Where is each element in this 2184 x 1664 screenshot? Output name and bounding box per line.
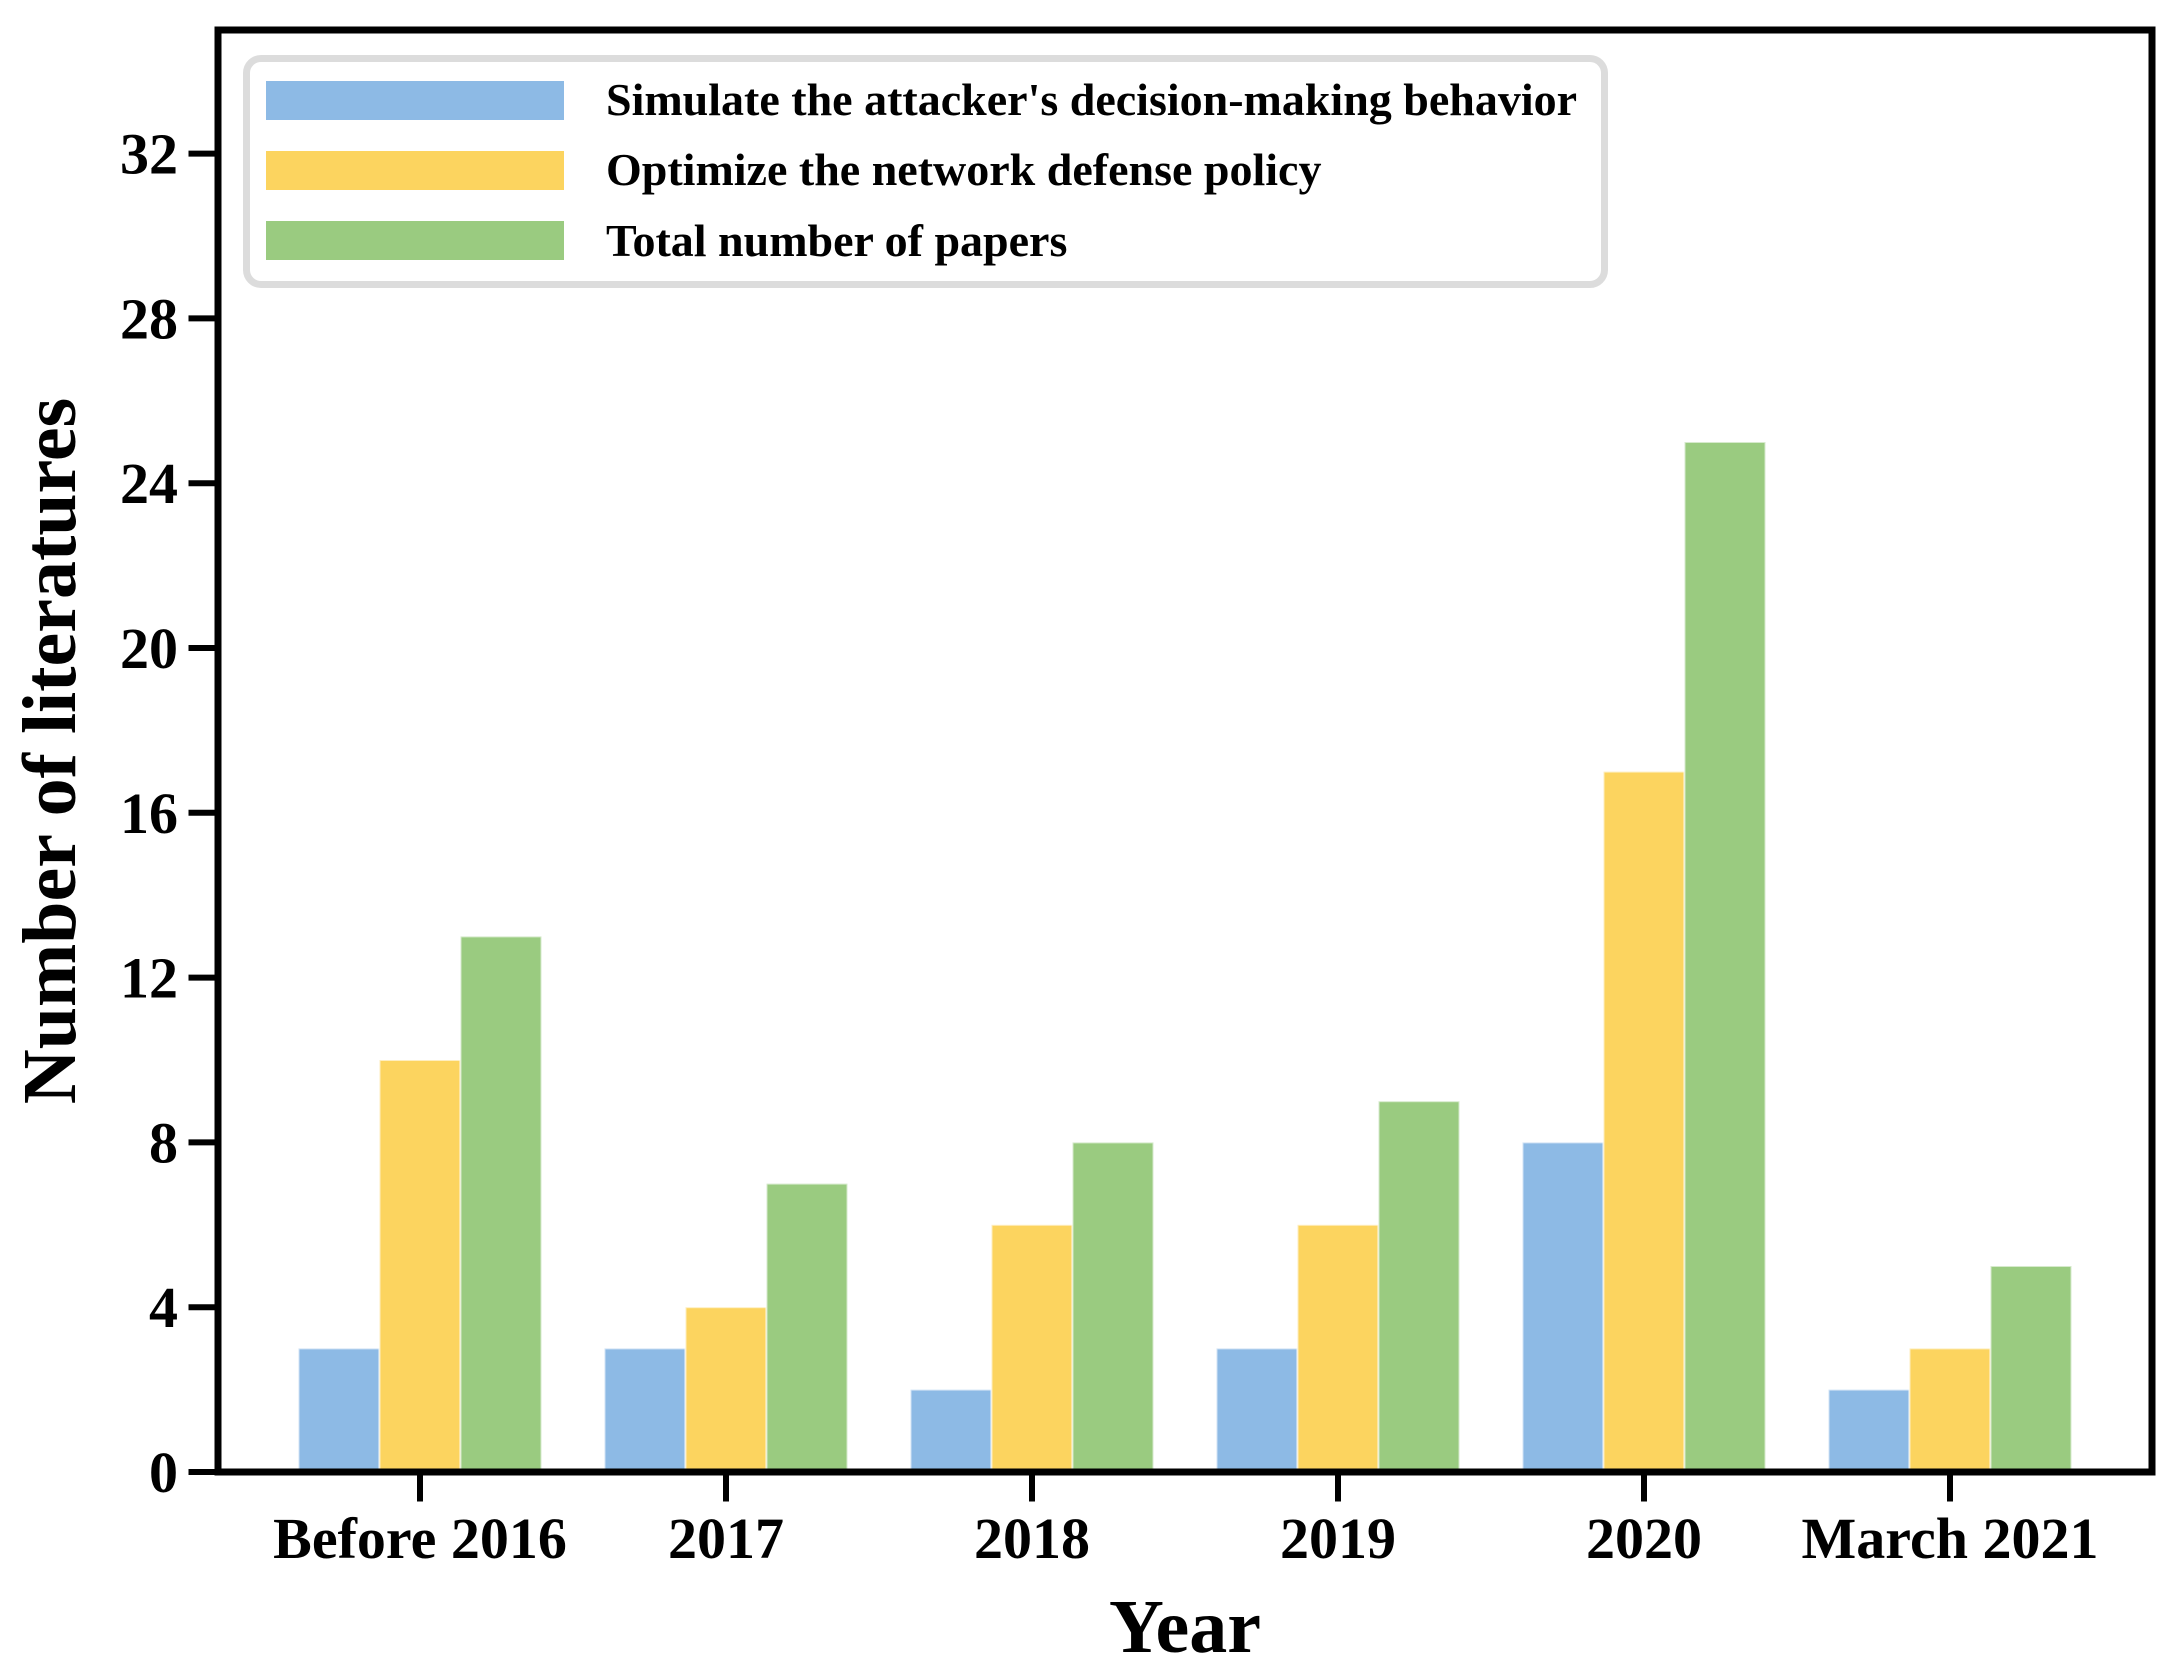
legend-row: Total number of papers xyxy=(264,214,1577,266)
legend-swatch-green xyxy=(264,219,566,263)
bar-series2-cat3 xyxy=(1377,1100,1461,1473)
bar-series1-cat0 xyxy=(378,1059,462,1473)
bar-series1-cat5 xyxy=(1908,1347,1992,1474)
y-tick-label: 4 xyxy=(149,1275,178,1340)
y-tick-label: 16 xyxy=(120,781,178,846)
x-tick-label: Before 2016 xyxy=(273,1506,567,1571)
bars-layer xyxy=(297,441,2073,1474)
y-tick-label: 32 xyxy=(120,122,178,187)
legend-label: Optimize the network defense policy xyxy=(606,144,1322,196)
x-tick-label: 2018 xyxy=(974,1506,1090,1571)
bar-series2-cat2 xyxy=(1071,1141,1155,1474)
bar-series2-cat4 xyxy=(1683,441,1767,1473)
y-tick-label: 24 xyxy=(120,451,178,516)
legend-label: Simulate the attacker's decision-making … xyxy=(606,74,1578,125)
bar-series2-cat5 xyxy=(1989,1265,2073,1473)
y-tick-label: 8 xyxy=(149,1110,178,1175)
y-tick-label: 20 xyxy=(120,616,178,681)
y-tick-label: 0 xyxy=(149,1440,178,1505)
y-tick-label: 28 xyxy=(120,286,178,351)
plot-frame xyxy=(214,26,2156,1476)
legend-swatch-blue xyxy=(264,78,566,122)
bar-series0-cat5 xyxy=(1827,1388,1911,1473)
bar-series0-cat0 xyxy=(297,1347,381,1474)
legend-row: Optimize the network defense policy xyxy=(264,144,1577,196)
bar-series1-cat2 xyxy=(990,1223,1074,1474)
legend-label: Total number of papers xyxy=(606,214,1068,266)
y-tick-label: 12 xyxy=(120,946,178,1011)
bar-series2-cat1 xyxy=(765,1182,849,1473)
bar-series1-cat4 xyxy=(1602,770,1686,1473)
x-axis-title: Year xyxy=(1109,1585,1261,1664)
legend-swatch-yellow xyxy=(264,148,566,192)
bar-series0-cat2 xyxy=(909,1388,993,1473)
bar-series0-cat3 xyxy=(1215,1347,1299,1474)
bar-series1-cat3 xyxy=(1296,1223,1380,1474)
bar-series2-cat0 xyxy=(459,935,543,1473)
legend: Simulate the attacker's decision-making … xyxy=(243,55,1609,288)
bar-series0-cat4 xyxy=(1521,1141,1605,1474)
x-tick-label: 2020 xyxy=(1586,1506,1702,1571)
x-tick-label: 2019 xyxy=(1280,1506,1396,1571)
x-tick-label: March 2021 xyxy=(1802,1506,2099,1571)
bar-series0-cat1 xyxy=(603,1347,687,1474)
x-tick-label: 2017 xyxy=(668,1506,784,1571)
axes-layer: 0 4 8 12 16 20 24 28 32 Before 2016 2017 2018 2019 20… xyxy=(120,26,2156,1571)
y-axis-title: Number of literatures xyxy=(8,398,92,1104)
bar-series1-cat1 xyxy=(684,1306,768,1473)
legend-row: Simulate the attacker's decision-making … xyxy=(264,74,1578,125)
